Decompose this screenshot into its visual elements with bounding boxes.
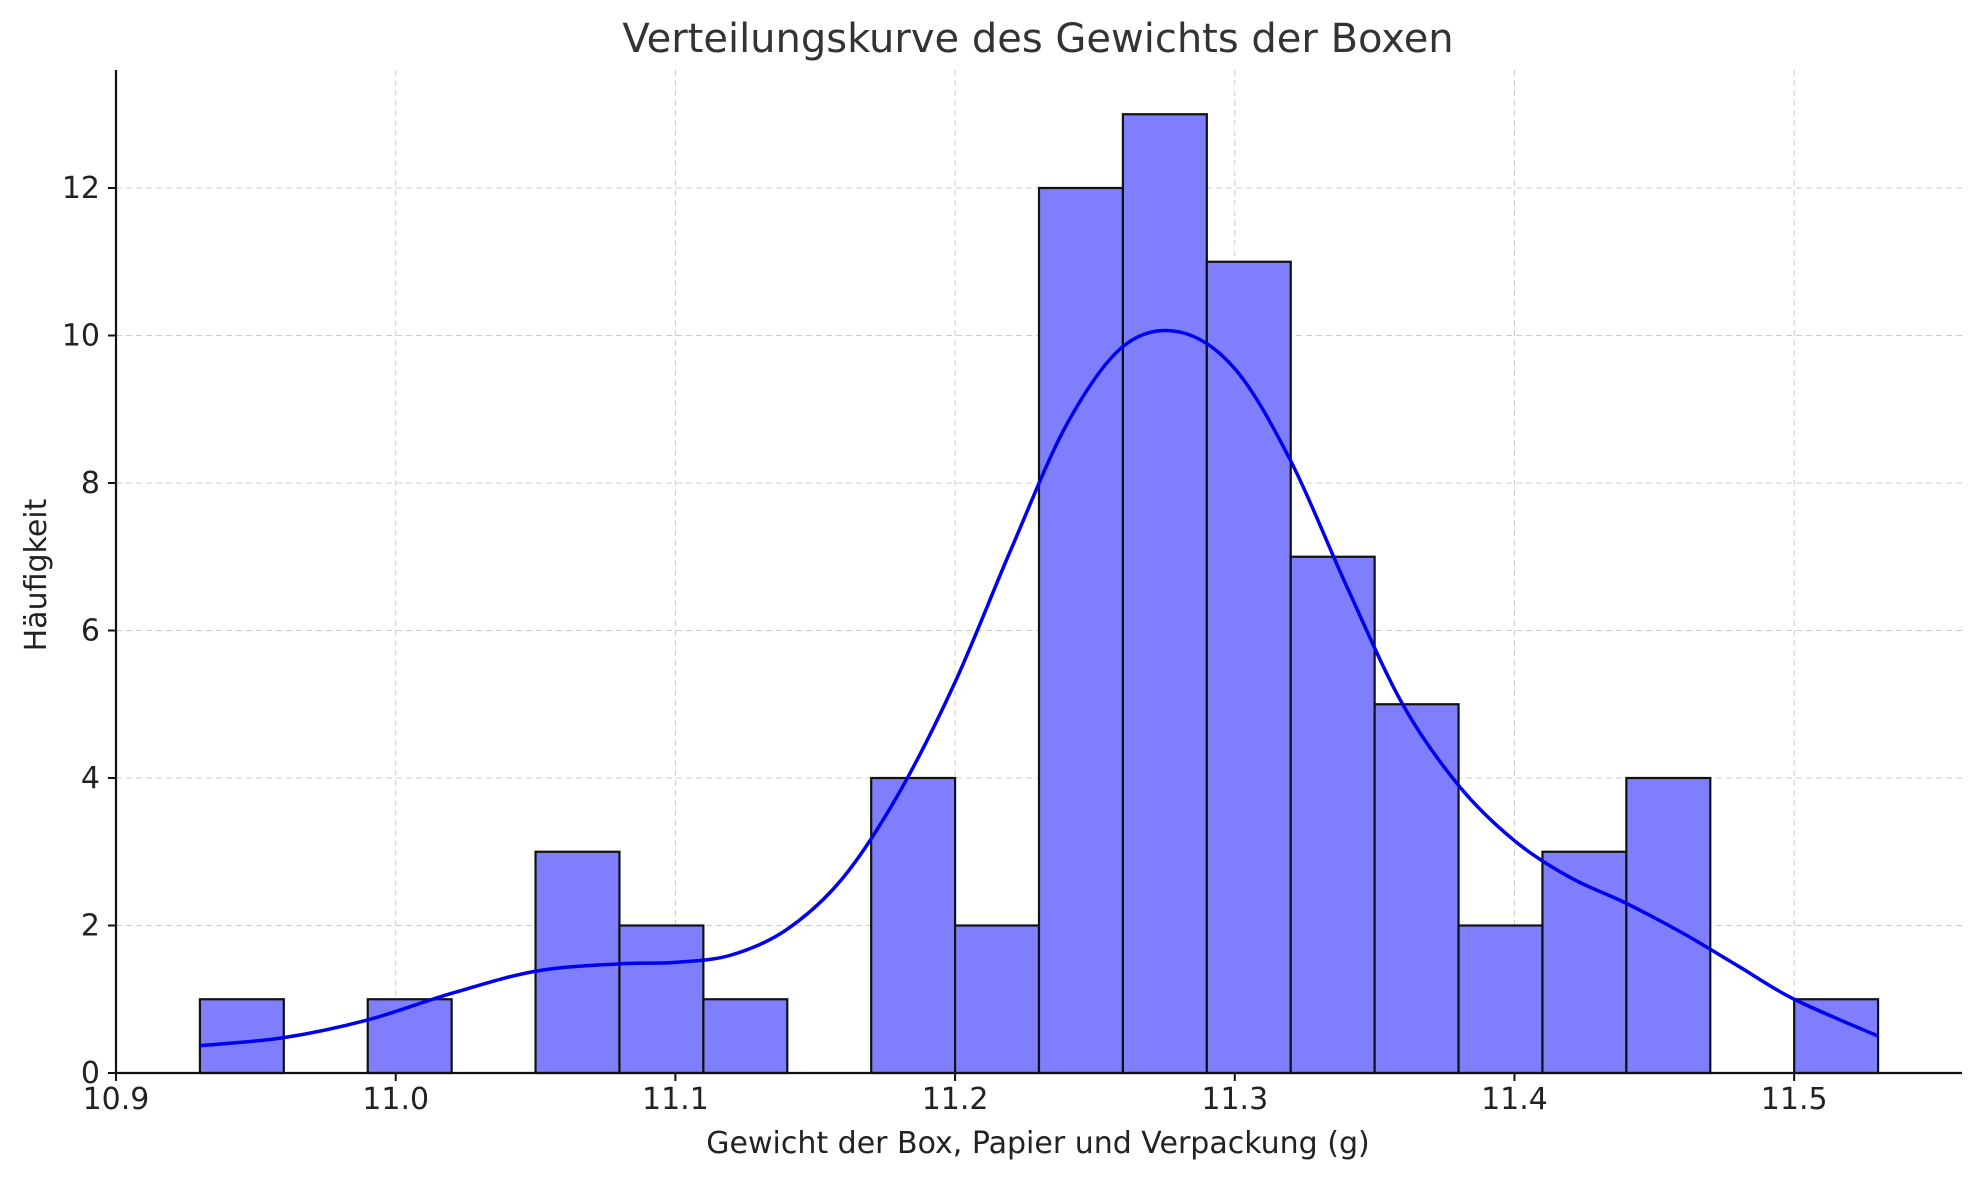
histogram-bar (702, 998, 789, 1075)
histogram-bar (953, 924, 1041, 1075)
x-tick-label: 11.3 (1201, 1082, 1268, 1117)
x-tick-label: 11.5 (1761, 1082, 1828, 1117)
histogram-bar (366, 998, 453, 1075)
x-tick-label: 11.1 (642, 1082, 709, 1117)
bars-layer (198, 113, 1880, 1075)
kde-curve (199, 328, 1879, 1048)
histogram-bar (1205, 260, 1292, 1075)
histogram-bar (1037, 186, 1125, 1075)
histogram-bar (1289, 555, 1376, 1075)
y-tick-label: 4 (81, 761, 100, 796)
x-axis-label: Gewicht der Box, Papier und Verpackung (… (706, 1126, 1369, 1161)
x-tick-label: 10.9 (83, 1082, 150, 1117)
kde-layer (199, 328, 1879, 1048)
histogram-bar (1121, 113, 1208, 1075)
axes-layer (114, 70, 1962, 1075)
ticks-layer: 10.9 11.0 11.1 11.2 11.3 11.4 11.5 0 2 4 6 8 10 12 (62, 171, 1828, 1117)
x-tick-label: 11.4 (1481, 1082, 1548, 1117)
y-tick-label: 12 (62, 171, 100, 206)
y-tick-label: 0 (81, 1056, 100, 1091)
y-tick-label: 8 (81, 466, 100, 501)
y-tick-label: 10 (62, 319, 100, 354)
histogram-bar (1793, 998, 1880, 1075)
histogram-bar (198, 998, 285, 1075)
chart-title: Verteilungskurve des Gewichts der Boxen (622, 16, 1453, 62)
x-tick-label: 11.2 (922, 1082, 989, 1117)
y-tick-label: 6 (81, 614, 100, 649)
histogram-bar (1457, 924, 1544, 1075)
histogram-bar (1373, 703, 1460, 1075)
histogram-bar (870, 776, 957, 1075)
y-tick-label: 2 (81, 909, 100, 944)
histogram-bar (534, 850, 621, 1075)
x-tick-label: 11.0 (362, 1082, 429, 1117)
y-axis-label: Häufigkeit (19, 498, 54, 651)
histogram-bar (618, 924, 705, 1075)
